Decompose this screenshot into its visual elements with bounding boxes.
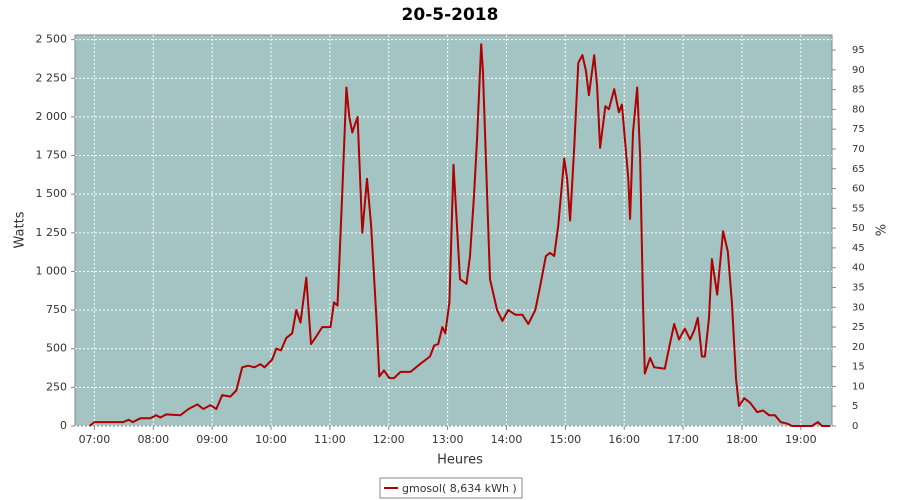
x-tick-label: 11:00 bbox=[314, 433, 346, 446]
x-axis-label: Heures bbox=[437, 453, 483, 468]
x-tick-label: 17:00 bbox=[667, 433, 699, 446]
x-tick-label: 18:00 bbox=[726, 433, 758, 446]
y2-tick-label: 40 bbox=[852, 263, 865, 274]
x-tick-label: 19:00 bbox=[785, 433, 817, 446]
y-tick-label: 500 bbox=[46, 342, 67, 355]
y2-tick-label: 35 bbox=[852, 282, 865, 293]
x-tick-label: 14:00 bbox=[491, 433, 523, 446]
y-tick-label: 1 750 bbox=[36, 149, 68, 162]
y-tick-label: 750 bbox=[46, 303, 67, 316]
y2-tick-label: 0 bbox=[852, 421, 858, 432]
y-tick-label: 1 250 bbox=[36, 226, 68, 239]
y2-tick-label: 90 bbox=[852, 65, 865, 76]
y2-tick-label: 10 bbox=[852, 381, 865, 392]
x-tick-label: 09:00 bbox=[196, 433, 228, 446]
legend-label: gmosol( 8,634 kWh ) bbox=[402, 482, 517, 495]
y2-tick-label: 20 bbox=[852, 342, 865, 353]
y2-tick-label: 60 bbox=[852, 184, 865, 195]
y-tick-label: 1 000 bbox=[36, 264, 68, 277]
legend: gmosol( 8,634 kWh ) bbox=[379, 477, 523, 499]
x-tick-label: 13:00 bbox=[432, 433, 464, 446]
y2-tick-label: 15 bbox=[852, 362, 865, 373]
y2-tick-label: 85 bbox=[852, 85, 865, 96]
legend-box bbox=[379, 477, 523, 499]
y2-tick-label: 70 bbox=[852, 144, 865, 155]
y2-tick-label: 95 bbox=[852, 45, 865, 56]
y2-tick-label: 50 bbox=[852, 223, 865, 234]
y2-tick-label: 55 bbox=[852, 203, 865, 214]
y2-tick-label: 25 bbox=[852, 322, 865, 333]
y2-axis-label: % bbox=[875, 224, 890, 236]
y2-tick-label: 5 bbox=[852, 401, 858, 412]
y2-tick-label: 80 bbox=[852, 104, 865, 115]
y-tick-label: 2 500 bbox=[36, 33, 68, 46]
y2-tick-label: 45 bbox=[852, 243, 865, 254]
data-line bbox=[89, 43, 831, 427]
x-tick-label: 15:00 bbox=[549, 433, 581, 446]
y2-tick-label: 30 bbox=[852, 302, 865, 313]
x-tick-label: 08:00 bbox=[137, 433, 169, 446]
plot-area bbox=[74, 34, 833, 427]
x-tick-label: 12:00 bbox=[373, 433, 405, 446]
chart-title: 20-5-2018 bbox=[402, 5, 499, 25]
x-tick-label: 16:00 bbox=[608, 433, 640, 446]
x-tick-label: 10:00 bbox=[255, 433, 287, 446]
x-tick-label: 07:00 bbox=[79, 433, 111, 446]
y-tick-label: 1 500 bbox=[36, 187, 68, 200]
y2-tick-label: 65 bbox=[852, 164, 865, 175]
y-tick-label: 2 000 bbox=[36, 110, 68, 123]
y-tick-label: 0 bbox=[60, 419, 67, 432]
y2-tick-label: 75 bbox=[852, 124, 865, 135]
y-axis-label: Watts bbox=[13, 211, 28, 248]
y-tick-label: 250 bbox=[46, 380, 67, 393]
y-tick-label: 2 250 bbox=[36, 71, 68, 84]
